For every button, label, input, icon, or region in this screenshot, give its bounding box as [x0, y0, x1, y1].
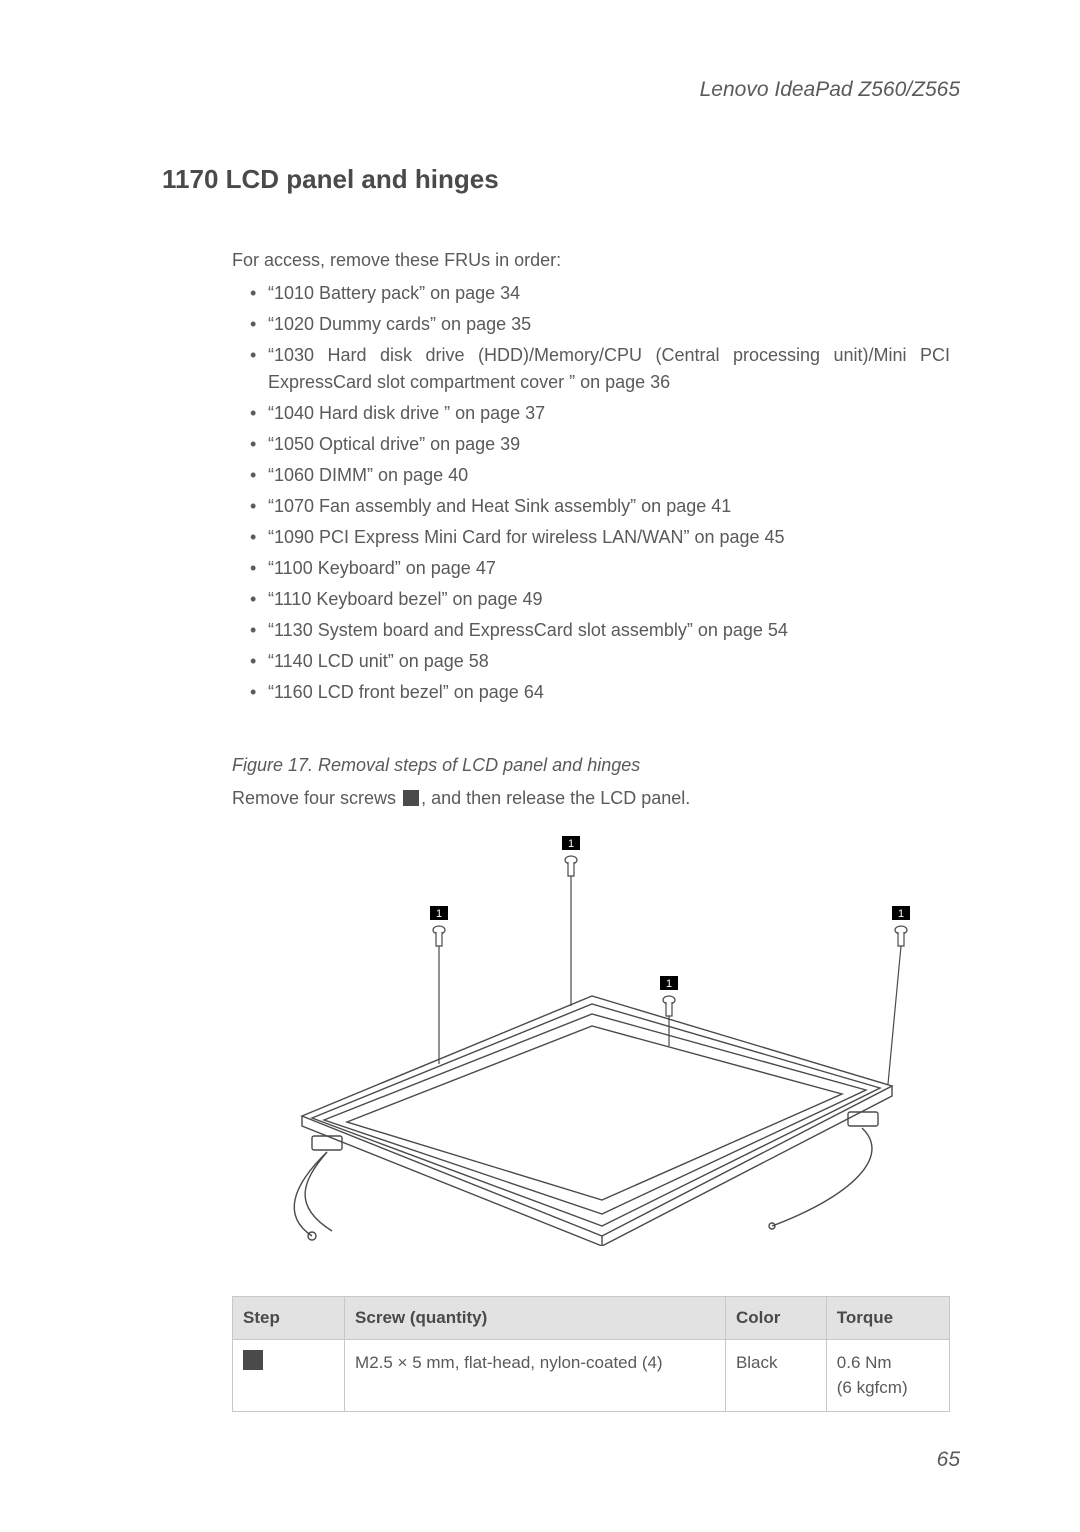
list-item: “1100 Keyboard” on page 47 [250, 555, 950, 582]
col-torque: Torque [826, 1297, 949, 1340]
list-item: “1040 Hard disk drive ” on page 37 [250, 400, 950, 427]
screw-icon: 1 [430, 906, 448, 1064]
list-item: “1160 LCD front bezel” on page 64 [250, 679, 950, 706]
figure-text-before: Remove four screws [232, 788, 401, 808]
list-item: “1130 System board and ExpressCard slot … [250, 617, 950, 644]
intro-text: For access, remove these FRUs in order: [232, 247, 950, 274]
list-item: “1110 Keyboard bezel” on page 49 [250, 586, 950, 613]
list-item: “1060 DIMM” on page 40 [250, 462, 950, 489]
figure-text-after: , and then release the LCD panel. [421, 788, 690, 808]
svg-text:1: 1 [666, 978, 672, 990]
step-callout-icon [243, 1350, 263, 1370]
col-color: Color [725, 1297, 826, 1340]
svg-text:1: 1 [568, 838, 574, 850]
svg-text:1: 1 [898, 908, 904, 920]
cell-step [233, 1339, 345, 1411]
page: Lenovo IdeaPad Z560/Z565 1170 LCD panel … [0, 0, 1080, 1532]
table-row: M2.5 × 5 mm, flat-head, nylon-coated (4)… [233, 1339, 950, 1411]
screw-icon: 1 [660, 976, 678, 1046]
svg-text:1: 1 [436, 908, 442, 920]
diagram: 1 1 [252, 836, 950, 1246]
table-header-row: Step Screw (quantity) Color Torque [233, 1297, 950, 1340]
list-item: “1140 LCD unit” on page 58 [250, 648, 950, 675]
col-screw: Screw (quantity) [345, 1297, 726, 1340]
page-number: 65 [937, 1448, 960, 1472]
list-item: “1030 Hard disk drive (HDD)/Memory/CPU (… [250, 342, 950, 396]
header-title: Lenovo IdeaPad Z560/Z565 [120, 78, 960, 102]
cell-color: Black [725, 1339, 826, 1411]
screw-icon: 1 [562, 836, 580, 1006]
section-title: 1170 LCD panel and hinges [162, 164, 960, 195]
list-item: “1050 Optical drive” on page 39 [250, 431, 950, 458]
cell-torque: 0.6 Nm (6 kgfcm) [826, 1339, 949, 1411]
callout-box-icon [403, 790, 419, 806]
screw-icon: 1 [888, 906, 910, 1084]
cell-screw: M2.5 × 5 mm, flat-head, nylon-coated (4) [345, 1339, 726, 1411]
lcd-panel-diagram: 1 1 [252, 836, 932, 1246]
col-step: Step [233, 1297, 345, 1340]
list-item: “1070 Fan assembly and Heat Sink assembl… [250, 493, 950, 520]
list-item: “1090 PCI Express Mini Card for wireless… [250, 524, 950, 551]
figure-instruction: Remove four screws , and then release th… [232, 785, 950, 812]
body-content: For access, remove these FRUs in order: … [232, 247, 950, 1412]
fru-list: “1010 Battery pack” on page 34 “1020 Dum… [232, 280, 950, 706]
list-item: “1020 Dummy cards” on page 35 [250, 311, 950, 338]
screw-table: Step Screw (quantity) Color Torque M2.5 … [232, 1296, 950, 1412]
list-item: “1010 Battery pack” on page 34 [250, 280, 950, 307]
figure-caption: Figure 17. Removal steps of LCD panel an… [232, 752, 950, 779]
